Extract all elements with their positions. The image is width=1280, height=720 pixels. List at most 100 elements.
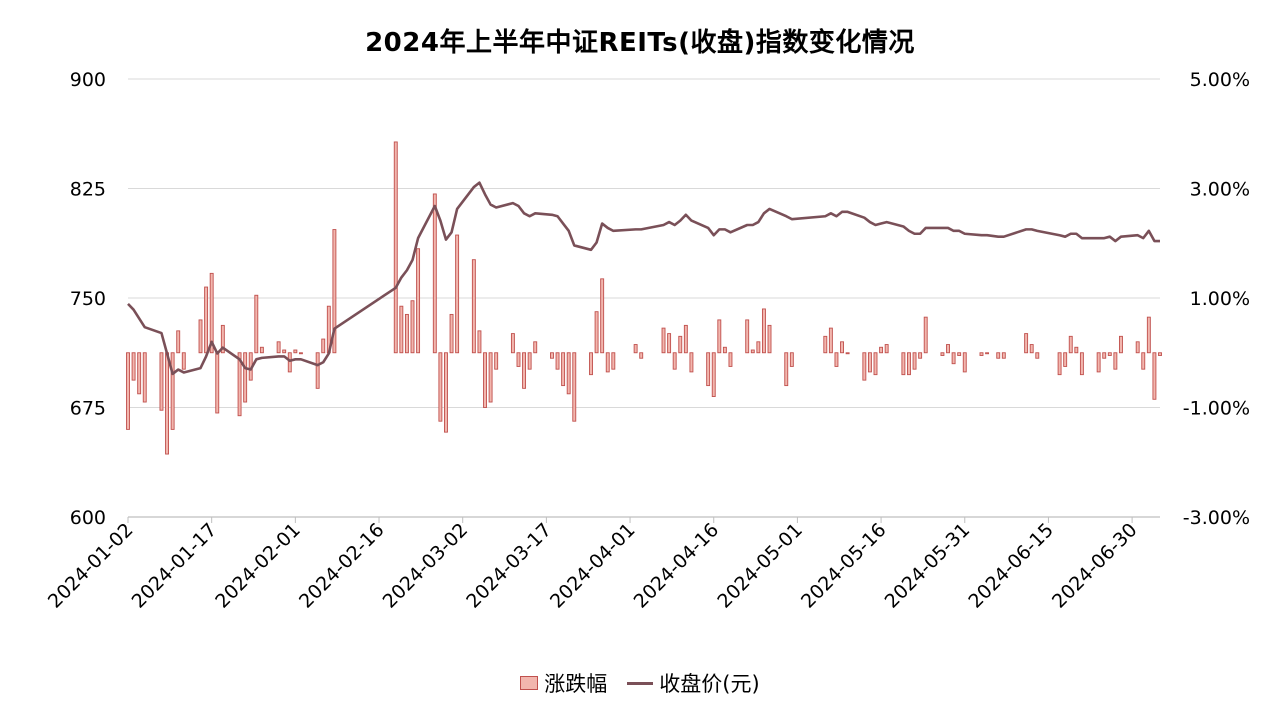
change-bar — [639, 352, 644, 359]
left-tick-label: 675 — [70, 398, 106, 420]
change-bar — [951, 352, 956, 365]
change-bar — [1001, 352, 1006, 359]
right-tick-label: 5.00% — [1190, 69, 1250, 91]
change-bar — [293, 349, 298, 354]
change-bar — [940, 352, 945, 356]
change-bar — [1035, 352, 1040, 359]
change-bar — [923, 316, 928, 354]
change-bar — [962, 352, 967, 373]
change-bar — [1113, 352, 1118, 370]
change-bar — [494, 352, 499, 370]
change-bar — [672, 352, 677, 370]
change-bar — [711, 352, 716, 397]
change-bar — [979, 352, 984, 356]
x-tick-label: 2024-04-16 — [630, 519, 724, 613]
change-bar — [667, 333, 672, 354]
change-bar — [471, 259, 476, 354]
change-bar — [1079, 352, 1084, 376]
change-bars — [126, 141, 1162, 455]
change-bar — [561, 352, 566, 387]
change-bar — [901, 352, 906, 376]
change-bar — [946, 344, 950, 354]
change-bar — [404, 313, 409, 354]
change-bar — [767, 324, 772, 354]
change-bar — [756, 341, 761, 354]
change-bar — [159, 352, 164, 411]
change-bar — [862, 352, 867, 381]
change-bar — [784, 352, 789, 387]
change-bar — [683, 324, 688, 354]
right-tick-label: -3.00% — [1183, 507, 1250, 529]
change-bar — [1102, 352, 1107, 359]
change-bar — [550, 352, 554, 359]
legend-label-close: 收盘价(元) — [659, 672, 760, 696]
change-bar — [745, 319, 750, 354]
change-bar — [287, 352, 292, 373]
legend-swatch-bar — [520, 676, 539, 690]
change-bar — [884, 344, 889, 354]
change-bar — [605, 352, 610, 373]
change-bar — [1107, 352, 1112, 356]
change-bar — [131, 352, 136, 381]
change-bar — [142, 352, 147, 403]
change-bar — [488, 352, 493, 403]
change-bar — [661, 327, 666, 354]
change-bar — [918, 352, 923, 359]
right-tick-label: 3.00% — [1190, 179, 1250, 201]
change-bar — [717, 319, 722, 354]
close-price-line — [127, 181, 1160, 376]
change-bar — [1141, 352, 1146, 370]
legend-item-close: 收盘价(元) — [627, 668, 760, 698]
change-bar — [181, 352, 186, 370]
change-bar — [1096, 352, 1101, 373]
change-bar — [332, 229, 337, 354]
x-tick-label: 2024-02-01 — [211, 519, 305, 613]
change-bar — [410, 300, 415, 354]
change-bar — [879, 346, 884, 354]
change-bar — [137, 352, 142, 395]
change-bar — [1152, 352, 1157, 400]
change-bar — [209, 272, 214, 354]
change-bar — [1024, 333, 1029, 354]
change-bar — [912, 352, 917, 370]
change-bar — [1146, 316, 1151, 354]
change-bar — [689, 352, 694, 373]
change-bar — [572, 352, 577, 422]
change-bar — [259, 346, 264, 354]
change-bar — [828, 327, 833, 354]
left-tick-label: 750 — [70, 288, 106, 310]
change-bar — [722, 346, 727, 354]
change-bar — [845, 352, 850, 355]
change-bar — [477, 330, 482, 354]
change-bar — [276, 341, 281, 354]
x-tick-label: 2024-02-16 — [295, 519, 389, 613]
change-bar — [678, 335, 683, 354]
change-bar — [566, 352, 571, 395]
change-bar — [165, 352, 170, 455]
left-tick-label: 825 — [70, 179, 106, 201]
change-bar — [321, 338, 326, 354]
change-bar — [254, 294, 259, 354]
x-tick-label: 2024-06-15 — [964, 519, 1058, 613]
change-bar — [416, 248, 421, 354]
change-bar — [510, 333, 515, 354]
change-bar — [1074, 346, 1079, 354]
change-bar — [957, 352, 962, 356]
change-bar — [555, 352, 560, 370]
legend-item-change: 涨跌幅 — [520, 668, 607, 698]
change-bar — [823, 335, 828, 354]
change-bar — [533, 341, 538, 354]
change-bar — [483, 352, 487, 408]
left-tick-label: 900 — [70, 69, 106, 91]
chart-title: 2024年上半年中证REITs(收盘)指数变化情况 — [365, 28, 915, 58]
change-bar — [444, 352, 448, 433]
change-bar — [455, 234, 460, 354]
change-bar — [282, 349, 287, 354]
change-bar — [611, 352, 616, 370]
change-bar — [1068, 335, 1073, 354]
change-bar — [176, 330, 181, 354]
change-bar — [1118, 335, 1123, 354]
change-bar — [516, 352, 521, 367]
change-bar — [432, 193, 437, 354]
change-bar — [728, 352, 733, 367]
